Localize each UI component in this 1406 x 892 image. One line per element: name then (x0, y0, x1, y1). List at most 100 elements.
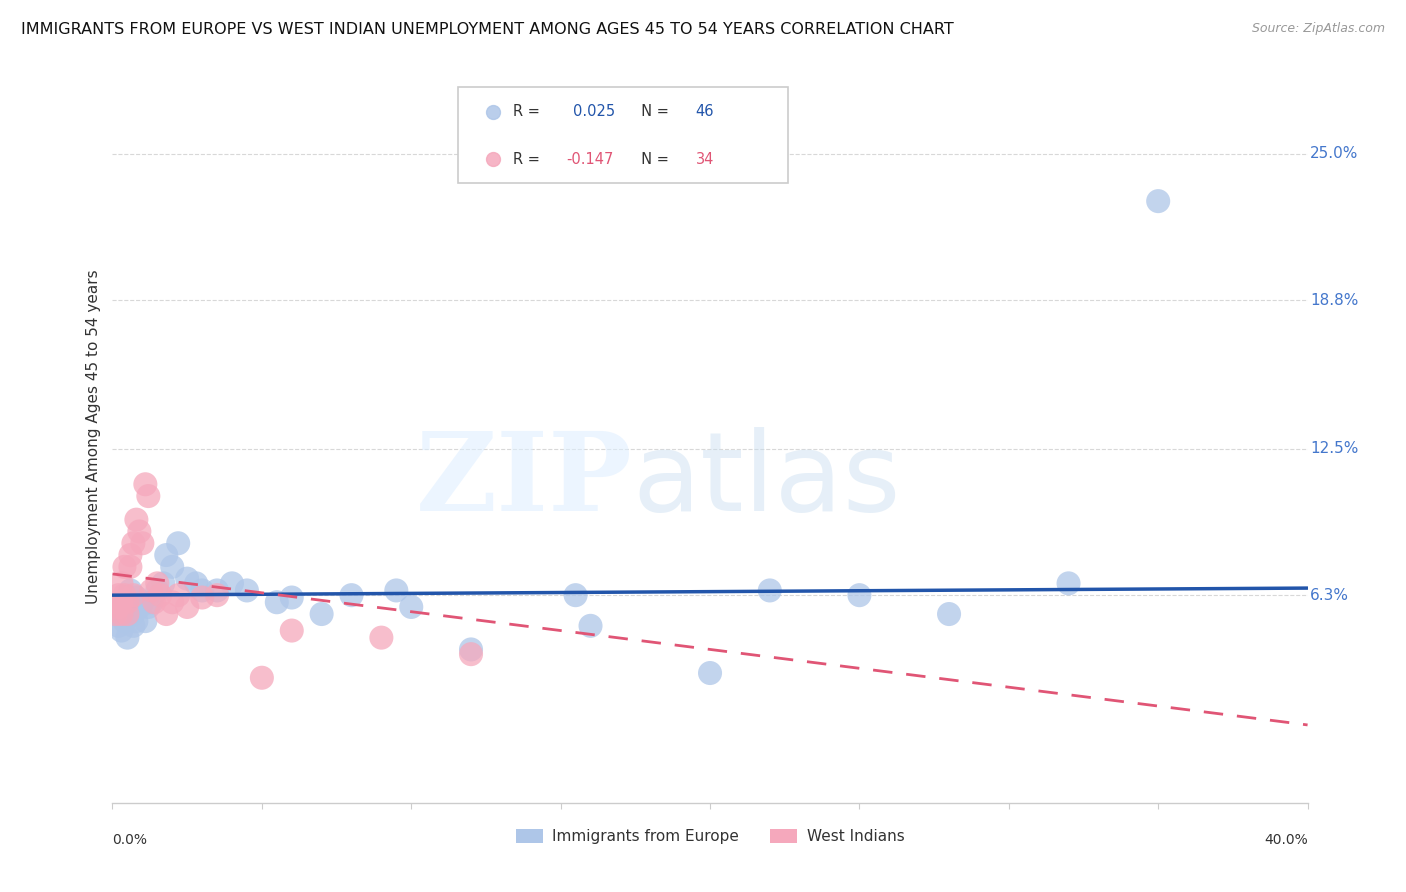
Point (146, 576, 169, 591)
Point (120, 559, 142, 574)
Point (122, 588, 145, 602)
Text: N =: N = (633, 152, 673, 167)
Point (125, 513, 148, 527)
Point (236, 583, 259, 598)
Text: 46: 46 (696, 104, 714, 120)
Point (155, 548, 177, 562)
Point (107, 595, 129, 609)
Point (143, 595, 166, 609)
Point (205, 583, 228, 598)
Point (107, 588, 129, 602)
FancyBboxPatch shape (458, 87, 787, 183)
Point (110, 599, 132, 614)
Point (221, 576, 243, 591)
Point (141, 583, 163, 598)
Point (141, 595, 163, 609)
Text: 0.0%: 0.0% (112, 833, 148, 847)
Point (579, 619, 602, 633)
Text: IMMIGRANTS FROM EUROPE VS WEST INDIAN UNEMPLOYMENT AMONG AGES 45 TO 54 YEARS COR: IMMIGRANTS FROM EUROPE VS WEST INDIAN UN… (21, 22, 953, 37)
Text: 18.8%: 18.8% (1310, 293, 1358, 308)
Point (1057, 576, 1080, 591)
Point (311, 607, 333, 621)
Point (401, 599, 423, 614)
Point (110, 624, 132, 638)
Point (340, 588, 363, 602)
Text: 25.0%: 25.0% (1310, 146, 1358, 161)
Point (107, 599, 129, 614)
Legend: Immigrants from Europe, West Indians: Immigrants from Europe, West Indians (509, 822, 911, 850)
Point (149, 588, 172, 602)
Point (117, 595, 139, 609)
Point (205, 588, 228, 602)
Point (266, 595, 288, 609)
Point (938, 607, 960, 621)
Point (699, 666, 721, 681)
Point (186, 576, 208, 591)
Point (134, 614, 156, 628)
Point (281, 624, 304, 638)
Point (167, 536, 190, 550)
Point (564, 588, 586, 602)
Point (155, 607, 177, 621)
Point (114, 588, 135, 602)
Point (110, 607, 132, 621)
Point (162, 595, 183, 609)
Text: Source: ZipAtlas.com: Source: ZipAtlas.com (1251, 22, 1385, 36)
Point (104, 595, 127, 609)
Text: ZIP: ZIP (416, 427, 633, 534)
Y-axis label: Unemployment Among Ages 45 to 54 years: Unemployment Among Ages 45 to 54 years (86, 269, 101, 605)
Point (120, 548, 142, 562)
Point (120, 599, 142, 614)
Text: 12.5%: 12.5% (1310, 442, 1358, 457)
Point (281, 591, 304, 605)
Point (114, 614, 135, 628)
Point (114, 595, 135, 609)
Point (138, 599, 160, 614)
Point (110, 576, 132, 591)
Point (176, 572, 198, 586)
Point (191, 583, 214, 598)
Text: atlas: atlas (633, 427, 901, 534)
Point (191, 591, 214, 605)
Text: 40.0%: 40.0% (1264, 833, 1308, 847)
Point (385, 583, 408, 598)
Point (152, 576, 174, 591)
Point (104, 607, 127, 621)
Point (117, 607, 139, 621)
Point (131, 595, 153, 609)
Point (117, 607, 139, 621)
Point (110, 595, 132, 609)
Point (146, 583, 169, 598)
Text: -0.147: -0.147 (567, 152, 614, 167)
Point (162, 559, 183, 574)
Text: R =: R = (513, 152, 544, 167)
Text: 34: 34 (696, 152, 714, 167)
Point (460, 642, 482, 657)
Point (122, 619, 145, 633)
Point (114, 559, 135, 574)
Point (120, 583, 142, 598)
Point (138, 489, 160, 503)
Point (176, 599, 198, 614)
Point (167, 588, 190, 602)
Point (460, 647, 482, 661)
Point (370, 631, 392, 645)
Point (134, 477, 156, 491)
Point (759, 583, 782, 598)
Point (848, 588, 870, 602)
Text: N =: N = (633, 104, 673, 120)
Text: 0.025: 0.025 (572, 104, 614, 120)
Point (250, 671, 273, 685)
Point (104, 607, 127, 621)
Point (128, 524, 150, 539)
Point (131, 536, 153, 550)
Point (1147, 194, 1170, 208)
Point (122, 536, 145, 550)
Point (128, 599, 150, 614)
Text: 6.3%: 6.3% (1310, 588, 1348, 603)
Point (107, 619, 129, 633)
Point (125, 614, 148, 628)
Point (125, 591, 148, 605)
Text: R =: R = (513, 104, 548, 120)
Point (122, 607, 145, 621)
